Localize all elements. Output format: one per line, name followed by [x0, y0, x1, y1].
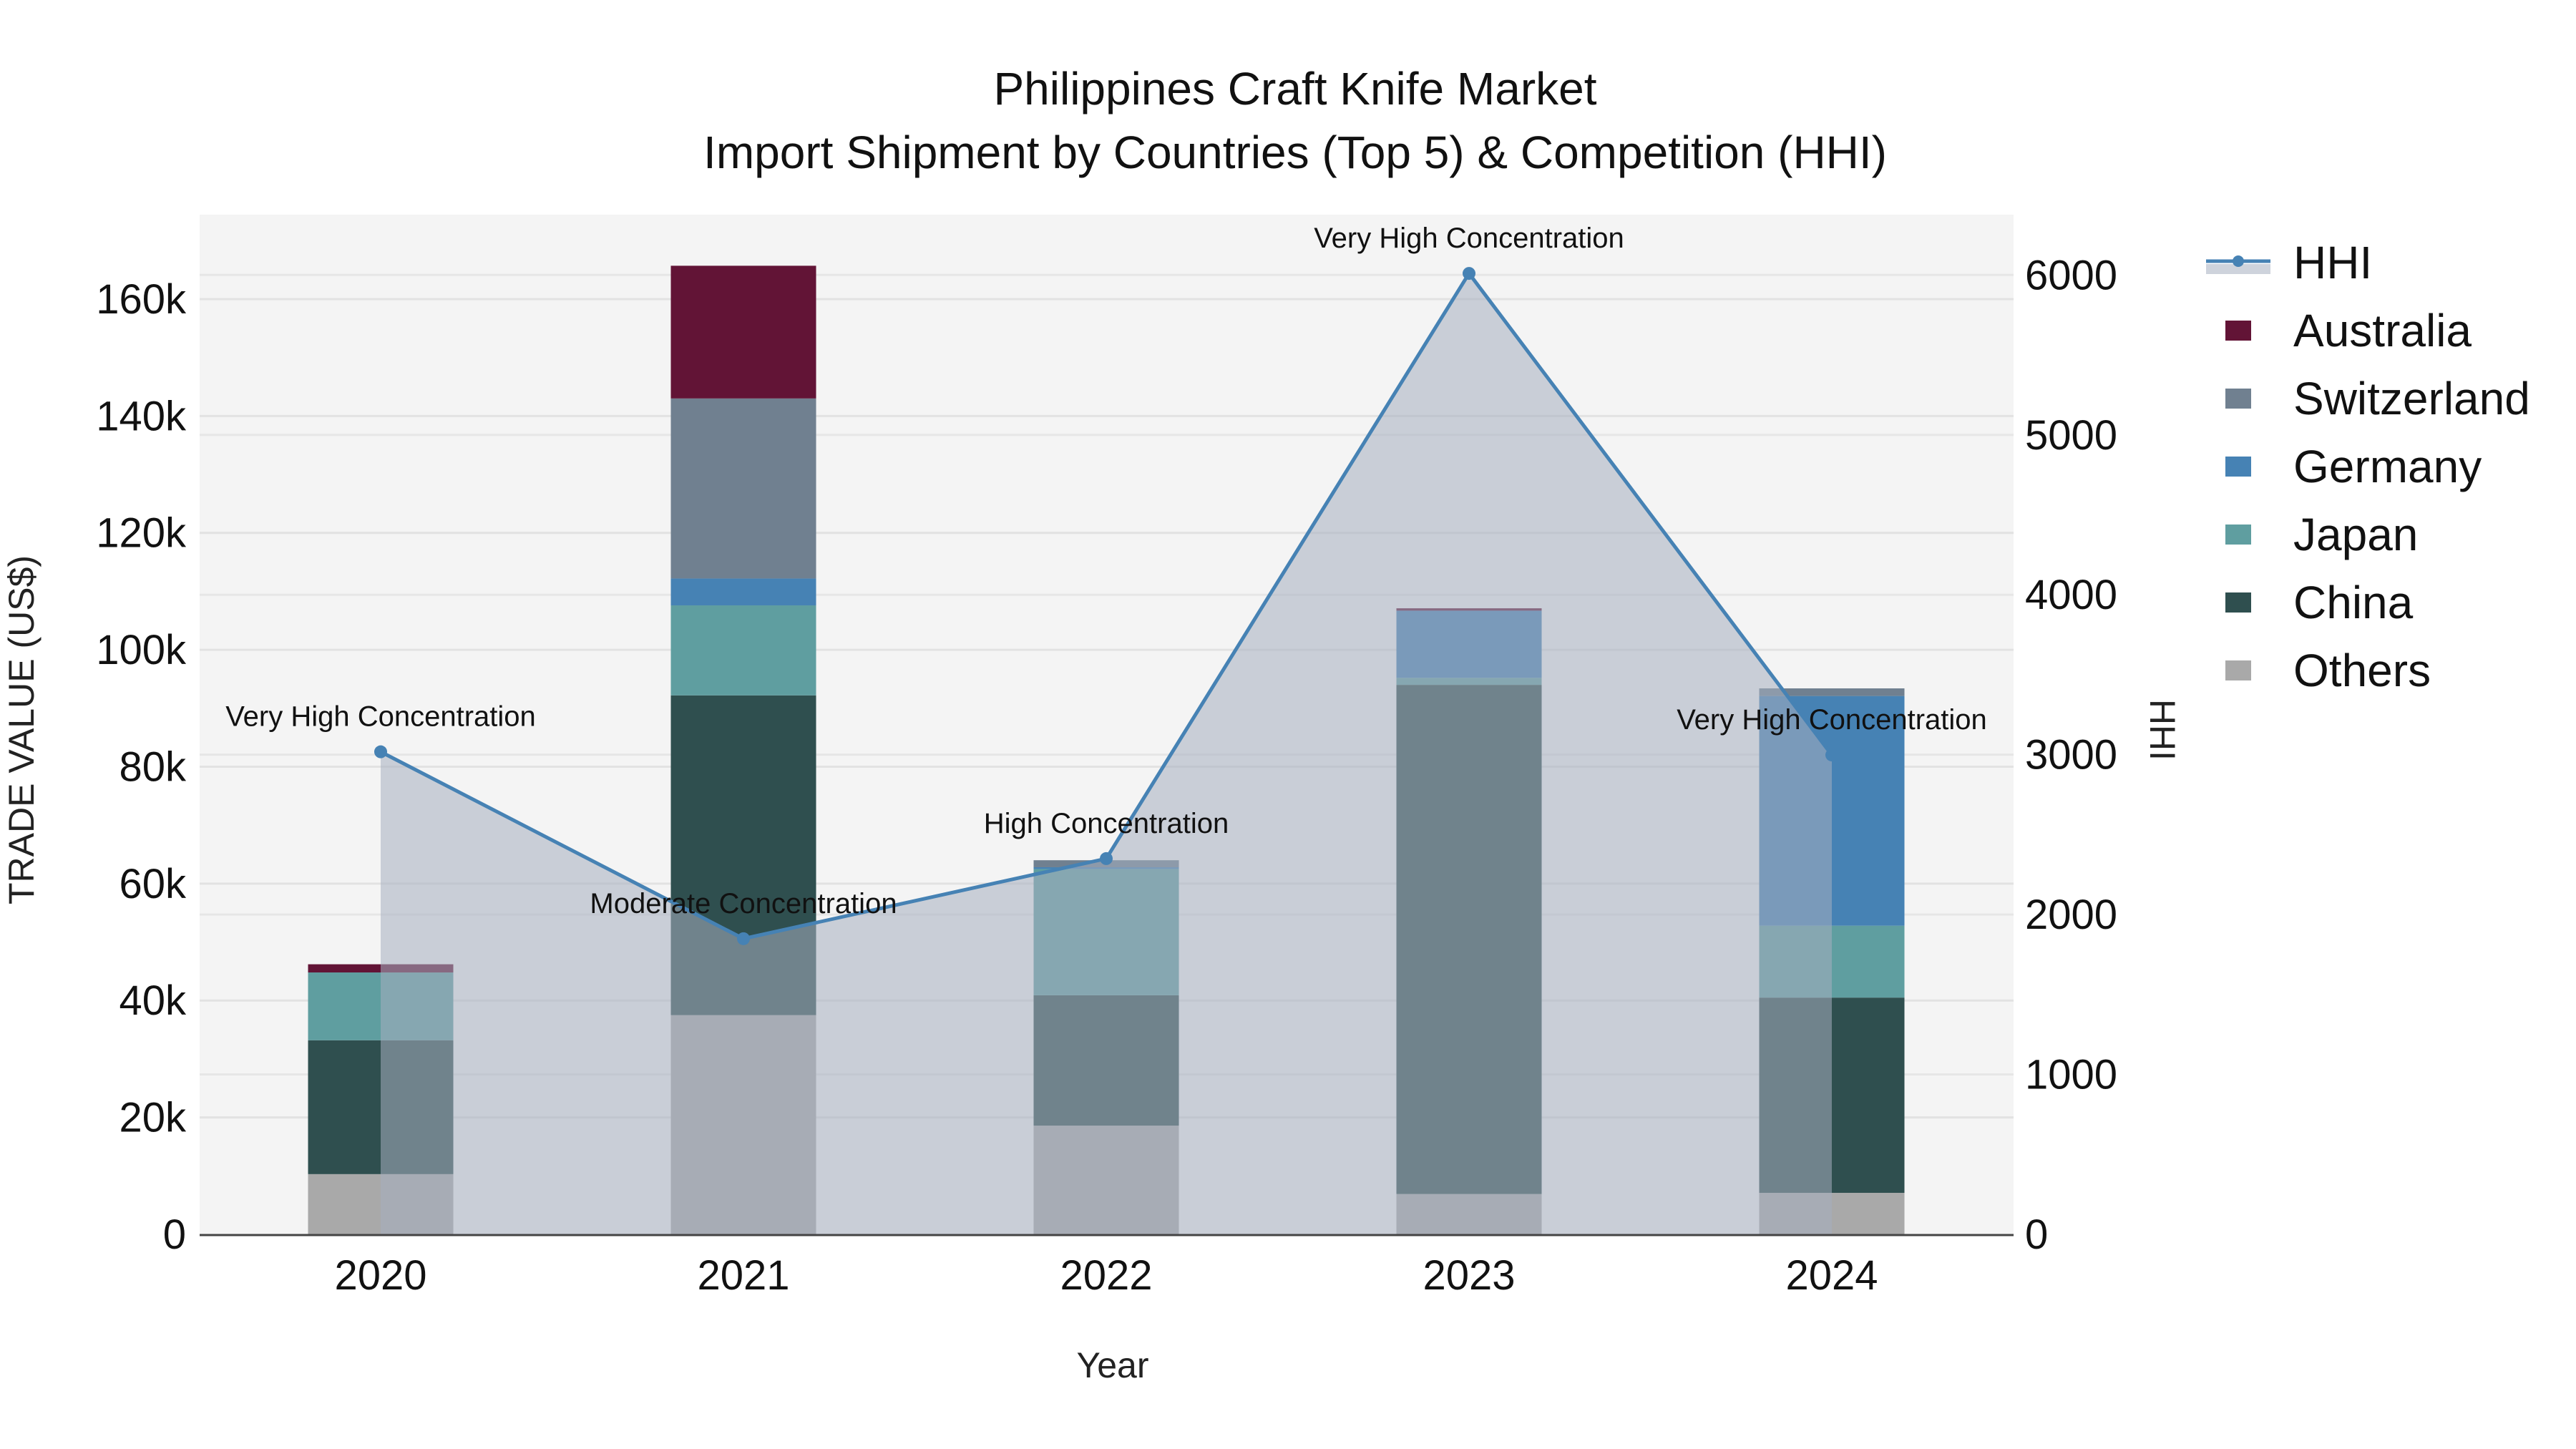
y-tick-label: 140k — [96, 393, 187, 439]
legend-label: Switzerland — [2293, 373, 2530, 424]
bar-segment-japan-2021[interactable] — [670, 605, 816, 696]
hhi-point-2024[interactable] — [1825, 748, 1838, 762]
x-tick-label: 2024 — [1785, 1252, 1878, 1299]
legend-area-swatch — [2206, 264, 2270, 274]
y-tick-label: 0 — [163, 1211, 186, 1258]
hhi-point-2022[interactable] — [1100, 852, 1113, 865]
legend-label: Australia — [2293, 305, 2472, 356]
legend-swatch-icon — [2225, 457, 2251, 477]
x-axis-ticks: 2020 2021 2022 2023 2024 — [334, 1252, 1878, 1299]
y2-tick-label: 3000 — [2025, 732, 2117, 779]
hhi-point-2021[interactable] — [737, 932, 750, 945]
chart-title: Philippines Craft Knife Market — [993, 63, 1596, 114]
y2-axis-title: HHI — [2142, 699, 2182, 761]
x-tick-label: 2023 — [1423, 1252, 1515, 1299]
bar-segment-australia-2021[interactable] — [670, 265, 816, 399]
hhi-annotation-2021: Moderate Concentration — [590, 888, 897, 919]
y2-tick-label: 0 — [2025, 1211, 2048, 1258]
y-tick-label: 60k — [119, 861, 187, 907]
legend-item-china[interactable]: China — [2225, 577, 2414, 628]
legend-label: Others — [2293, 645, 2431, 696]
y-tick-label: 20k — [119, 1095, 187, 1141]
y-axis-ticks: 0 20k 40k 60k 80k 100k 120k 140k 160k — [96, 276, 187, 1258]
legend-item-australia[interactable]: Australia — [2225, 305, 2472, 356]
y-tick-label: 160k — [96, 276, 187, 323]
hhi-series — [374, 267, 1838, 1235]
y-tick-label: 120k — [96, 510, 187, 557]
legend-swatch-icon — [2225, 389, 2251, 409]
y2-tick-label: 1000 — [2025, 1052, 2117, 1098]
legend-label: Germany — [2293, 441, 2482, 492]
bar-segment-germany-2021[interactable] — [670, 578, 816, 606]
y2-tick-label: 4000 — [2025, 572, 2117, 618]
y2-tick-label: 5000 — [2025, 412, 2117, 459]
x-tick-label: 2022 — [1060, 1252, 1152, 1299]
legend-swatch-icon — [2225, 525, 2251, 545]
hhi-annotation-2024: Very High Concentration — [1677, 704, 1987, 736]
chart-subtitle: Import Shipment by Countries (Top 5) & C… — [703, 127, 1887, 178]
legend-swatch-icon — [2225, 321, 2251, 341]
hhi-annotation-2023: Very High Concentration — [1314, 223, 1624, 254]
y-tick-label: 80k — [119, 743, 187, 790]
legend-label: China — [2293, 577, 2414, 628]
legend-marker-icon — [2233, 255, 2244, 267]
y-tick-label: 100k — [96, 627, 187, 673]
legend-label: HHI — [2293, 237, 2372, 288]
legend-swatch-icon — [2225, 660, 2251, 680]
hhi-annotation-2022: High Concentration — [984, 808, 1229, 839]
x-tick-label: 2021 — [697, 1252, 789, 1299]
y2-tick-label: 6000 — [2025, 252, 2117, 298]
y2-axis-ticks: 0 1000 2000 3000 4000 5000 6000 — [2025, 252, 2117, 1258]
hhi-point-2023[interactable] — [1463, 267, 1475, 280]
legend-swatch-icon — [2225, 592, 2251, 613]
legend-item-others[interactable]: Others — [2225, 645, 2431, 696]
legend-label: Japan — [2293, 509, 2418, 560]
legend-item-switzerland[interactable]: Switzerland — [2225, 373, 2530, 424]
y-tick-label: 40k — [119, 977, 187, 1024]
legend-item-hhi[interactable]: HHI — [2206, 237, 2372, 288]
x-axis-title: Year — [1076, 1345, 1148, 1385]
hhi-annotation-2020: Very High Concentration — [225, 701, 536, 733]
bar-segment-switzerland-2021[interactable] — [670, 398, 816, 579]
y2-tick-label: 2000 — [2025, 892, 2117, 938]
bar-segment-switzerland-2024[interactable] — [1759, 688, 1905, 696]
hhi-annotations: Very High Concentration Moderate Concentr… — [225, 223, 1987, 919]
hhi-area — [381, 273, 1832, 1235]
legend: HHI Australia Switzerland Germany Japan China… — [2206, 237, 2530, 696]
hhi-point-2020[interactable] — [374, 745, 387, 758]
legend-item-japan[interactable]: Japan — [2225, 509, 2418, 560]
y-axis-title: TRADE VALUE (US$) — [1, 555, 42, 904]
legend-item-germany[interactable]: Germany — [2225, 441, 2482, 492]
x-tick-label: 2020 — [334, 1252, 426, 1299]
